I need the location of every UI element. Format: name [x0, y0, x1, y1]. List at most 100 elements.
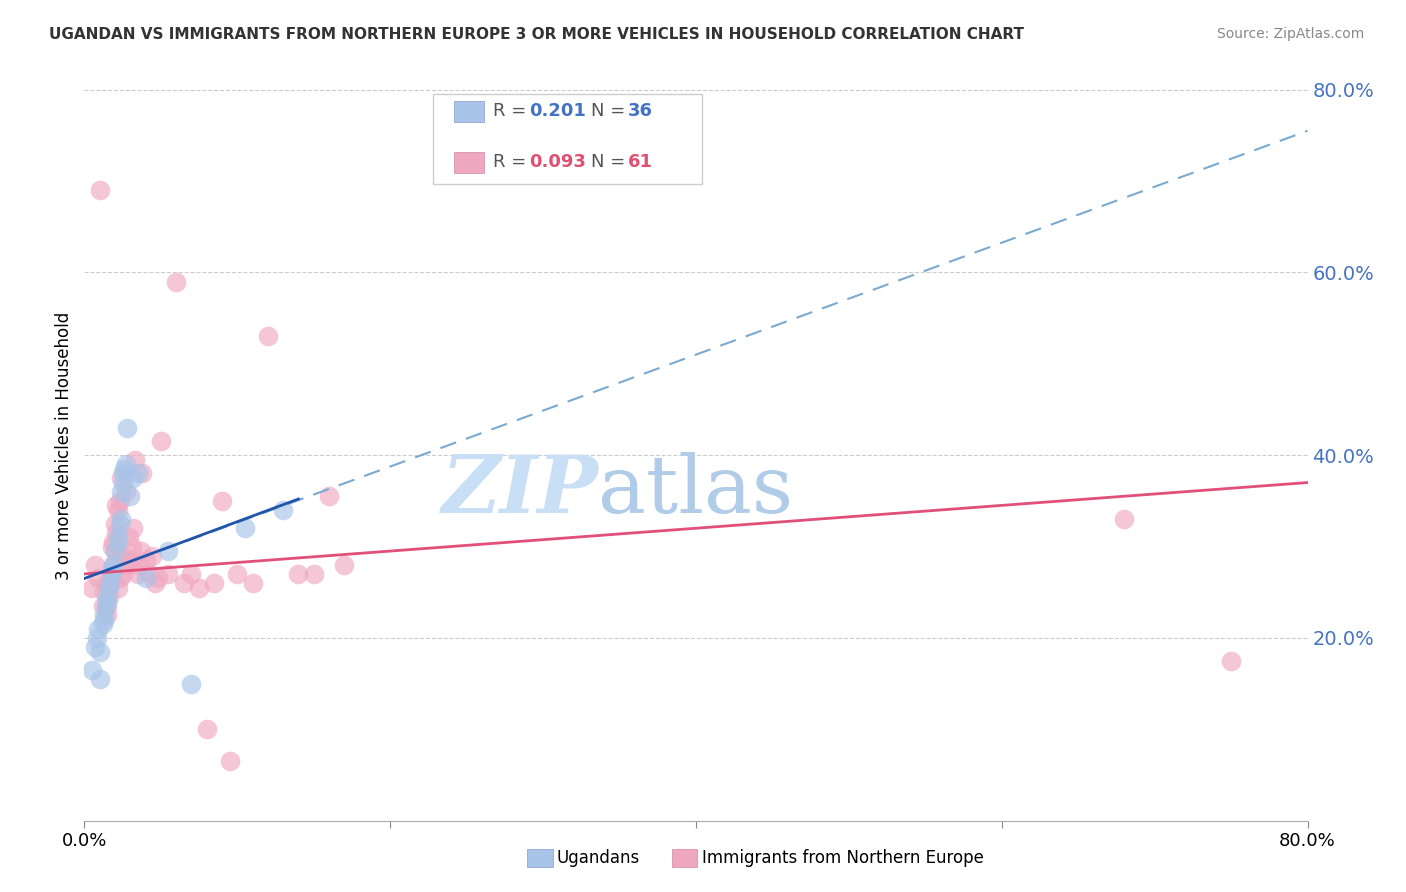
FancyBboxPatch shape: [454, 101, 484, 121]
Point: [226, 566, 249, 581]
Point: [211, 493, 233, 508]
Point: [93, 613, 115, 627]
Point: [107, 581, 129, 595]
Point: [218, 754, 240, 768]
Point: [98, 576, 121, 591]
Point: [128, 558, 150, 572]
Text: ZIP: ZIP: [441, 452, 598, 530]
Point: [108, 572, 131, 586]
Point: [257, 329, 280, 343]
Point: [120, 553, 142, 567]
Point: [89, 183, 111, 197]
Point: [180, 566, 202, 581]
Point: [115, 558, 138, 572]
Point: [112, 462, 135, 476]
Point: [202, 576, 225, 591]
Point: [127, 467, 149, 481]
Point: [107, 503, 129, 517]
Point: [96, 608, 118, 623]
FancyBboxPatch shape: [454, 152, 484, 172]
Point: [131, 467, 153, 481]
Point: [114, 484, 136, 499]
Point: [96, 590, 118, 604]
Text: N =: N =: [591, 153, 631, 171]
Text: Ugandans: Ugandans: [557, 849, 640, 867]
Point: [104, 516, 127, 531]
Point: [87, 572, 110, 586]
Text: 61: 61: [627, 153, 652, 171]
Point: [143, 576, 166, 591]
Point: [1220, 654, 1243, 668]
Point: [242, 576, 264, 591]
Point: [157, 544, 180, 558]
Text: UGANDAN VS IMMIGRANTS FROM NORTHERN EUROPE 3 OR MORE VEHICLES IN HOUSEHOLD CORRE: UGANDAN VS IMMIGRANTS FROM NORTHERN EURO…: [49, 27, 1024, 42]
Point: [96, 599, 118, 613]
Point: [318, 489, 340, 503]
Point: [146, 572, 169, 586]
Point: [114, 457, 136, 471]
Point: [111, 566, 134, 581]
Point: [129, 544, 152, 558]
Point: [120, 489, 142, 503]
Text: 0.201: 0.201: [530, 102, 586, 120]
Point: [287, 566, 309, 581]
Point: [1114, 512, 1136, 526]
Point: [121, 540, 143, 554]
Text: atlas: atlas: [598, 452, 793, 530]
Point: [195, 723, 218, 737]
Point: [107, 530, 129, 544]
Point: [108, 493, 131, 508]
Point: [110, 484, 132, 499]
Text: 36: 36: [627, 102, 652, 120]
Point: [157, 566, 180, 581]
Point: [110, 471, 132, 485]
Point: [103, 535, 125, 549]
Point: [122, 521, 145, 535]
Point: [115, 421, 138, 435]
Text: R =: R =: [494, 153, 531, 171]
Point: [104, 544, 127, 558]
Point: [124, 452, 146, 467]
Point: [89, 672, 111, 686]
Point: [105, 525, 128, 540]
Point: [111, 475, 134, 490]
Point: [80, 581, 103, 595]
Point: [111, 467, 134, 481]
Point: [104, 544, 127, 558]
Point: [84, 640, 107, 654]
Point: [173, 576, 195, 591]
Point: [91, 599, 114, 613]
Point: [180, 676, 202, 690]
Point: [118, 530, 141, 544]
Text: 0.093: 0.093: [530, 153, 586, 171]
Point: [302, 566, 325, 581]
Y-axis label: 3 or more Vehicles in Household: 3 or more Vehicles in Household: [55, 312, 73, 580]
Point: [87, 622, 110, 636]
Point: [188, 581, 211, 595]
Point: [149, 434, 172, 449]
Point: [105, 499, 128, 513]
Point: [89, 644, 111, 658]
Point: [271, 503, 294, 517]
Text: N =: N =: [591, 102, 631, 120]
Point: [93, 608, 115, 623]
Point: [98, 576, 121, 591]
Text: Source: ZipAtlas.com: Source: ZipAtlas.com: [1216, 27, 1364, 41]
Point: [80, 663, 103, 677]
Point: [101, 566, 124, 581]
Point: [101, 540, 124, 554]
Point: [122, 471, 145, 485]
Point: [112, 549, 135, 563]
Point: [101, 562, 124, 576]
Point: [165, 275, 187, 289]
Point: [96, 594, 118, 608]
Point: [135, 553, 157, 567]
Point: [135, 572, 157, 586]
Point: [84, 558, 107, 572]
Point: [127, 566, 149, 581]
Point: [107, 535, 129, 549]
Text: R =: R =: [494, 102, 531, 120]
Point: [110, 512, 132, 526]
Point: [103, 558, 125, 572]
Point: [101, 566, 124, 581]
